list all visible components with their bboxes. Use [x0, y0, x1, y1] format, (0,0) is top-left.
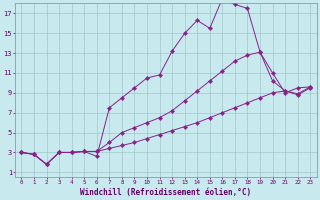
X-axis label: Windchill (Refroidissement éolien,°C): Windchill (Refroidissement éolien,°C) — [80, 188, 252, 197]
